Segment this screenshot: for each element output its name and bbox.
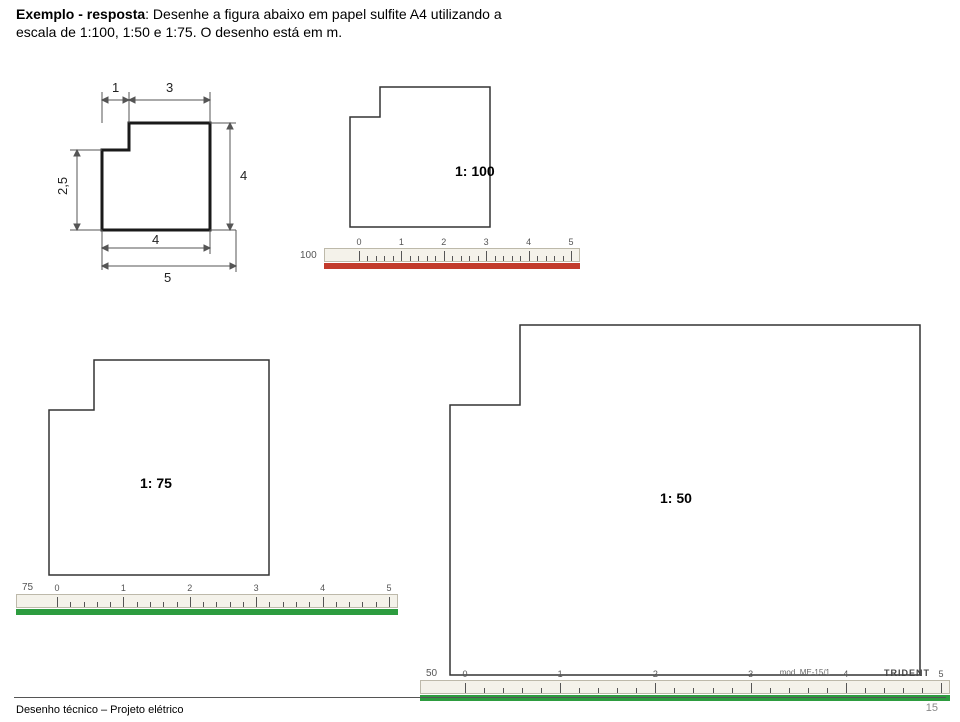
ruler-50-logo: TRIDENT: [884, 668, 930, 678]
dim-5: 5: [164, 270, 171, 285]
figure-dimensioned: 1 3 2,5 4 4 5: [22, 70, 282, 290]
ruler-75: 012345 75: [16, 594, 398, 620]
ruler-100: 012345 100: [324, 248, 580, 274]
dim-4r: 4: [240, 168, 247, 183]
figure-100: [330, 62, 530, 242]
ruler-100-leftnum: 100: [300, 250, 317, 261]
ruler-75-leftnum: 75: [22, 582, 33, 593]
divider-bottom: [14, 697, 946, 698]
dim-1: 1: [112, 80, 119, 95]
title-bold: Exemplo - resposta: [16, 6, 145, 22]
footer-text: Desenho técnico – Projeto elétrico: [16, 704, 184, 716]
page-number: 15: [926, 702, 938, 714]
title-line2: escala de 1:100, 1:50 e 1:75. O desenho …: [16, 24, 342, 40]
title-line1: Exemplo - resposta: Desenhe a figura aba…: [16, 6, 502, 22]
ruler-50: 012345 50 mod. ME-15/1 TRIDENT: [420, 680, 950, 710]
figure-75: [24, 330, 324, 590]
dim-3: 3: [166, 80, 173, 95]
dim-2-5: 2,5: [55, 177, 70, 195]
label-75: 1: 75: [140, 475, 172, 491]
dim-4b: 4: [152, 232, 159, 247]
ruler-50-leftnum: 50: [426, 668, 437, 679]
title-rest: : Desenhe a figura abaixo em papel sulfi…: [145, 6, 501, 22]
label-50: 1: 50: [660, 490, 692, 506]
label-100: 1: 100: [455, 163, 495, 179]
ruler-50-brand: mod. ME-15/1: [780, 668, 830, 677]
